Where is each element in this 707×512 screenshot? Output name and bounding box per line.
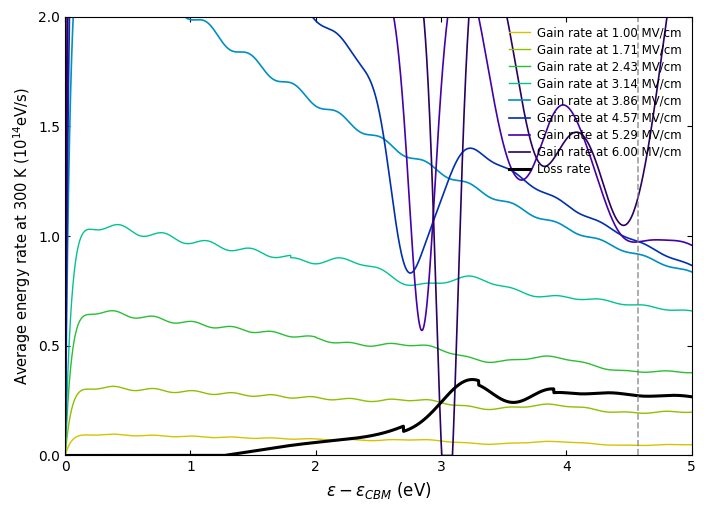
Line: Gain rate at 5.29 MV/cm: Gain rate at 5.29 MV/cm bbox=[65, 0, 691, 428]
Gain rate at 1.00 MV/cm bbox=[170, 434, 178, 440]
Gain rate at 4.57 MV/cm bbox=[329, 28, 337, 34]
Gain rate at 3.86 MV/cm bbox=[301, 93, 310, 99]
Line: Loss rate: Loss rate bbox=[65, 379, 691, 456]
Gain rate at 1.71 MV/cm bbox=[301, 394, 310, 400]
Line: Gain rate at 2.43 MV/cm: Gain rate at 2.43 MV/cm bbox=[65, 311, 691, 453]
Gain rate at 6.00 MV/cm bbox=[438, 453, 446, 459]
Gain rate at 3.14 MV/cm bbox=[608, 299, 617, 305]
Gain rate at 1.71 MV/cm bbox=[675, 409, 684, 415]
Gain rate at 1.71 MV/cm bbox=[133, 388, 141, 394]
Gain rate at 3.86 MV/cm bbox=[329, 107, 337, 113]
Gain rate at 3.86 MV/cm bbox=[687, 269, 696, 275]
Gain rate at 1.00 MV/cm bbox=[329, 437, 337, 443]
Gain rate at 2.43 MV/cm bbox=[61, 450, 69, 456]
Loss rate bbox=[61, 453, 69, 459]
Y-axis label: Average energy rate at 300 K ($10^{14}$eV/s): Average energy rate at 300 K ($10^{14}$e… bbox=[11, 87, 33, 385]
Gain rate at 1.00 MV/cm bbox=[608, 442, 617, 448]
Gain rate at 1.71 MV/cm bbox=[170, 390, 178, 396]
Gain rate at 2.43 MV/cm bbox=[329, 339, 337, 346]
Gain rate at 1.71 MV/cm bbox=[329, 397, 337, 403]
Loss rate bbox=[687, 394, 696, 400]
X-axis label: $\varepsilon - \varepsilon_{CBM}$ (eV): $\varepsilon - \varepsilon_{CBM}$ (eV) bbox=[326, 480, 431, 501]
Gain rate at 3.86 MV/cm bbox=[675, 266, 684, 272]
Gain rate at 3.86 MV/cm bbox=[608, 243, 617, 249]
Gain rate at 4.57 MV/cm bbox=[61, 433, 69, 439]
Gain rate at 3.14 MV/cm bbox=[113, 222, 122, 228]
Loss rate bbox=[132, 453, 141, 459]
Gain rate at 4.57 MV/cm bbox=[608, 226, 617, 232]
Gain rate at 1.00 MV/cm bbox=[675, 442, 684, 448]
Gain rate at 3.14 MV/cm bbox=[61, 447, 69, 454]
Gain rate at 3.14 MV/cm bbox=[133, 231, 141, 238]
Gain rate at 5.29 MV/cm bbox=[61, 425, 69, 431]
Gain rate at 4.57 MV/cm bbox=[687, 262, 696, 268]
Line: Gain rate at 3.86 MV/cm: Gain rate at 3.86 MV/cm bbox=[65, 0, 691, 442]
Gain rate at 1.00 MV/cm bbox=[108, 431, 117, 437]
Line: Gain rate at 3.14 MV/cm: Gain rate at 3.14 MV/cm bbox=[65, 225, 691, 451]
Gain rate at 2.43 MV/cm bbox=[108, 308, 117, 314]
Loss rate bbox=[170, 453, 178, 459]
Gain rate at 1.71 MV/cm bbox=[61, 451, 69, 457]
Gain rate at 4.57 MV/cm bbox=[301, 4, 310, 10]
Gain rate at 5.29 MV/cm bbox=[675, 238, 684, 244]
Gain rate at 6.00 MV/cm bbox=[61, 417, 69, 423]
Gain rate at 1.00 MV/cm bbox=[301, 436, 310, 442]
Loss rate bbox=[675, 392, 684, 398]
Gain rate at 3.14 MV/cm bbox=[687, 308, 696, 314]
Gain rate at 1.71 MV/cm bbox=[109, 383, 117, 390]
Gain rate at 1.00 MV/cm bbox=[61, 452, 69, 458]
Gain rate at 2.43 MV/cm bbox=[687, 370, 696, 376]
Gain rate at 3.14 MV/cm bbox=[329, 255, 337, 262]
Line: Gain rate at 1.00 MV/cm: Gain rate at 1.00 MV/cm bbox=[65, 434, 691, 455]
Gain rate at 6.00 MV/cm bbox=[608, 207, 617, 213]
Gain rate at 4.57 MV/cm bbox=[675, 258, 684, 264]
Gain rate at 2.43 MV/cm bbox=[170, 320, 178, 326]
Gain rate at 1.00 MV/cm bbox=[133, 433, 141, 439]
Gain rate at 1.71 MV/cm bbox=[608, 409, 617, 415]
Gain rate at 5.29 MV/cm bbox=[608, 216, 617, 222]
Line: Gain rate at 4.57 MV/cm: Gain rate at 4.57 MV/cm bbox=[65, 0, 691, 436]
Loss rate bbox=[468, 376, 477, 382]
Loss rate bbox=[608, 390, 617, 396]
Line: Gain rate at 6.00 MV/cm: Gain rate at 6.00 MV/cm bbox=[65, 0, 691, 456]
Gain rate at 3.86 MV/cm bbox=[170, 0, 178, 5]
Gain rate at 3.14 MV/cm bbox=[675, 307, 684, 313]
Gain rate at 3.14 MV/cm bbox=[301, 259, 310, 265]
Gain rate at 3.86 MV/cm bbox=[61, 439, 69, 445]
Gain rate at 2.43 MV/cm bbox=[608, 367, 617, 373]
Gain rate at 5.29 MV/cm bbox=[687, 242, 696, 248]
Loss rate bbox=[328, 438, 337, 444]
Loss rate bbox=[301, 440, 310, 446]
Line: Gain rate at 1.71 MV/cm: Gain rate at 1.71 MV/cm bbox=[65, 387, 691, 454]
Gain rate at 1.00 MV/cm bbox=[687, 442, 696, 448]
Gain rate at 2.43 MV/cm bbox=[301, 333, 310, 339]
Gain rate at 1.71 MV/cm bbox=[687, 409, 696, 415]
Gain rate at 2.43 MV/cm bbox=[133, 315, 141, 321]
Gain rate at 2.43 MV/cm bbox=[675, 369, 684, 375]
Gain rate at 3.14 MV/cm bbox=[170, 235, 178, 241]
Legend: Gain rate at 1.00 MV/cm, Gain rate at 1.71 MV/cm, Gain rate at 2.43 MV/cm, Gain : Gain rate at 1.00 MV/cm, Gain rate at 1.… bbox=[506, 23, 686, 180]
